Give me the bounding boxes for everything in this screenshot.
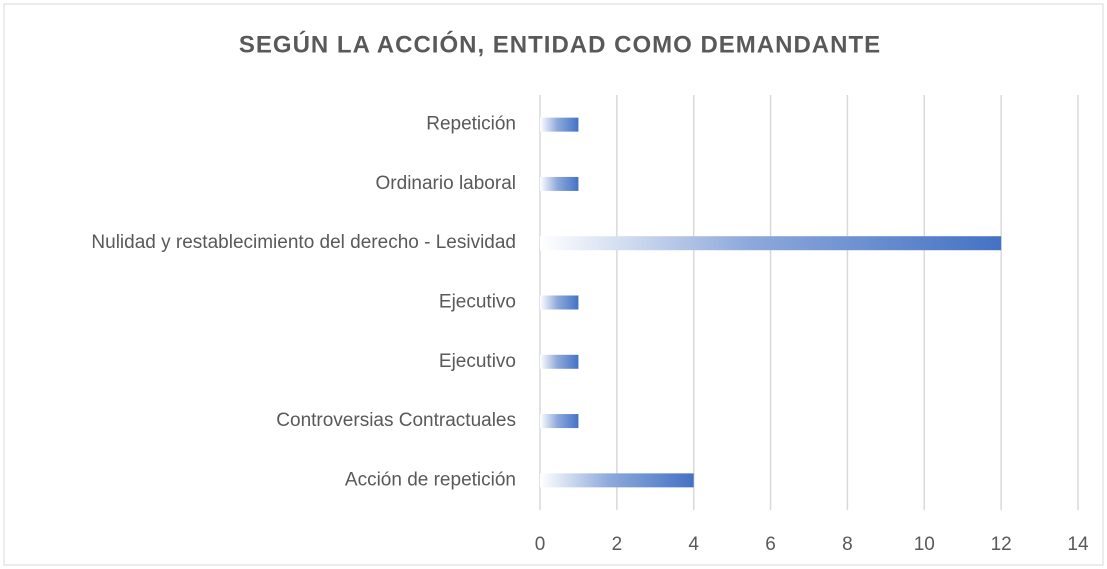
chart-border [3, 3, 1104, 566]
y-tick-label: Ejecutivo [439, 351, 516, 372]
x-tick-label: 12 [991, 534, 1012, 555]
y-tick-label: Ejecutivo [439, 292, 516, 313]
x-tick-label: 6 [765, 534, 776, 555]
y-tick-label: Controversias Contractuales [276, 410, 516, 431]
bar [540, 295, 579, 310]
bar [540, 414, 579, 429]
y-tick-label: Ordinario laboral [376, 173, 516, 194]
bar [540, 236, 1002, 251]
chart-title: SEGÚN LA ACCIÓN, ENTIDAD COMO DEMANDANTE [239, 30, 881, 58]
bar [540, 473, 694, 488]
x-tick-label: 4 [688, 534, 699, 555]
x-tick-label: 0 [535, 534, 546, 555]
bar [540, 117, 579, 132]
y-tick-label: Nulidad y restablecimiento del derecho -… [91, 232, 516, 253]
y-tick-label: Acción de repetición [345, 469, 516, 490]
bar [540, 176, 579, 191]
bar [540, 354, 579, 369]
x-tick-label: 8 [842, 534, 853, 555]
x-tick-label: 14 [1067, 534, 1089, 555]
y-tick-label: Repetición [426, 114, 516, 135]
x-tick-label: 2 [612, 534, 623, 555]
x-tick-label: 10 [914, 534, 935, 555]
